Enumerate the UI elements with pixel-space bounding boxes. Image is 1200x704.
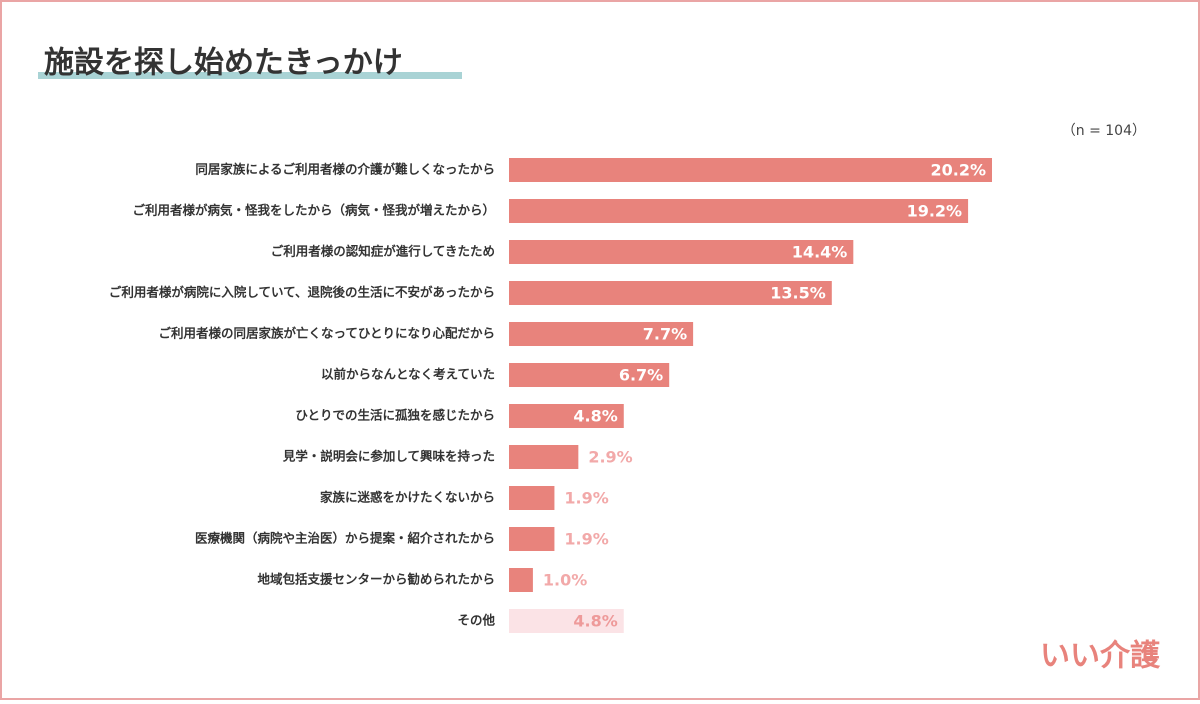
- category-label: 地域包括支援センターから勧められたから: [257, 572, 495, 587]
- bar: [509, 281, 832, 305]
- bar: [509, 609, 624, 633]
- category-label: 同居家族によるご利用者様の介護が難しくなったから: [195, 162, 495, 177]
- bar: [509, 404, 624, 428]
- category-label: ご利用者様が病院に入院していて、退院後の生活に不安があったから: [109, 285, 495, 300]
- value-label: 4.8%: [573, 612, 617, 631]
- bar: [509, 363, 670, 387]
- bar: [509, 527, 555, 551]
- value-label: 13.5%: [770, 284, 826, 303]
- title-underline: [38, 72, 462, 79]
- category-label: ひとりでの生活に孤独を感じたから: [295, 408, 495, 423]
- value-label: 4.8%: [573, 407, 617, 426]
- value-label: 7.7%: [643, 325, 687, 344]
- category-label: その他: [457, 613, 495, 628]
- value-label: 1.0%: [543, 571, 587, 590]
- bar: [509, 568, 533, 592]
- bar: [509, 486, 555, 510]
- category-label: 見学・説明会に参加して興味を持った: [282, 449, 495, 464]
- category-label: ご利用者様が病気・怪我をしたから（病気・怪我が増えたから）: [132, 203, 495, 218]
- value-label: 19.2%: [907, 202, 963, 221]
- bar: [509, 199, 969, 223]
- category-label: 家族に迷惑をかけたくないから: [320, 490, 495, 505]
- bar: [509, 158, 992, 182]
- sample-size: （n = 104）: [1062, 123, 1146, 139]
- value-label: 1.9%: [564, 489, 608, 508]
- value-label: 20.2%: [930, 161, 986, 180]
- category-label: 医療機関（病院や主治医）から提案・紹介されたから: [195, 531, 495, 546]
- brand-logo: いい介護: [1040, 639, 1161, 674]
- value-label: 14.4%: [792, 243, 848, 262]
- category-label: ご利用者様の同居家族が亡くなってひとりになり心配だから: [158, 326, 495, 341]
- value-label: 2.9%: [588, 448, 632, 467]
- value-label: 1.9%: [564, 530, 608, 549]
- category-label: 以前からなんとなく考えていた: [321, 367, 495, 382]
- value-label: 6.7%: [619, 366, 663, 385]
- category-label: ご利用者様の認知症が進行してきたため: [271, 244, 495, 259]
- bar: [509, 322, 694, 346]
- chart-title: 施設を探し始めたきっかけ: [44, 46, 403, 81]
- bar: [509, 240, 854, 264]
- bar: [509, 445, 579, 469]
